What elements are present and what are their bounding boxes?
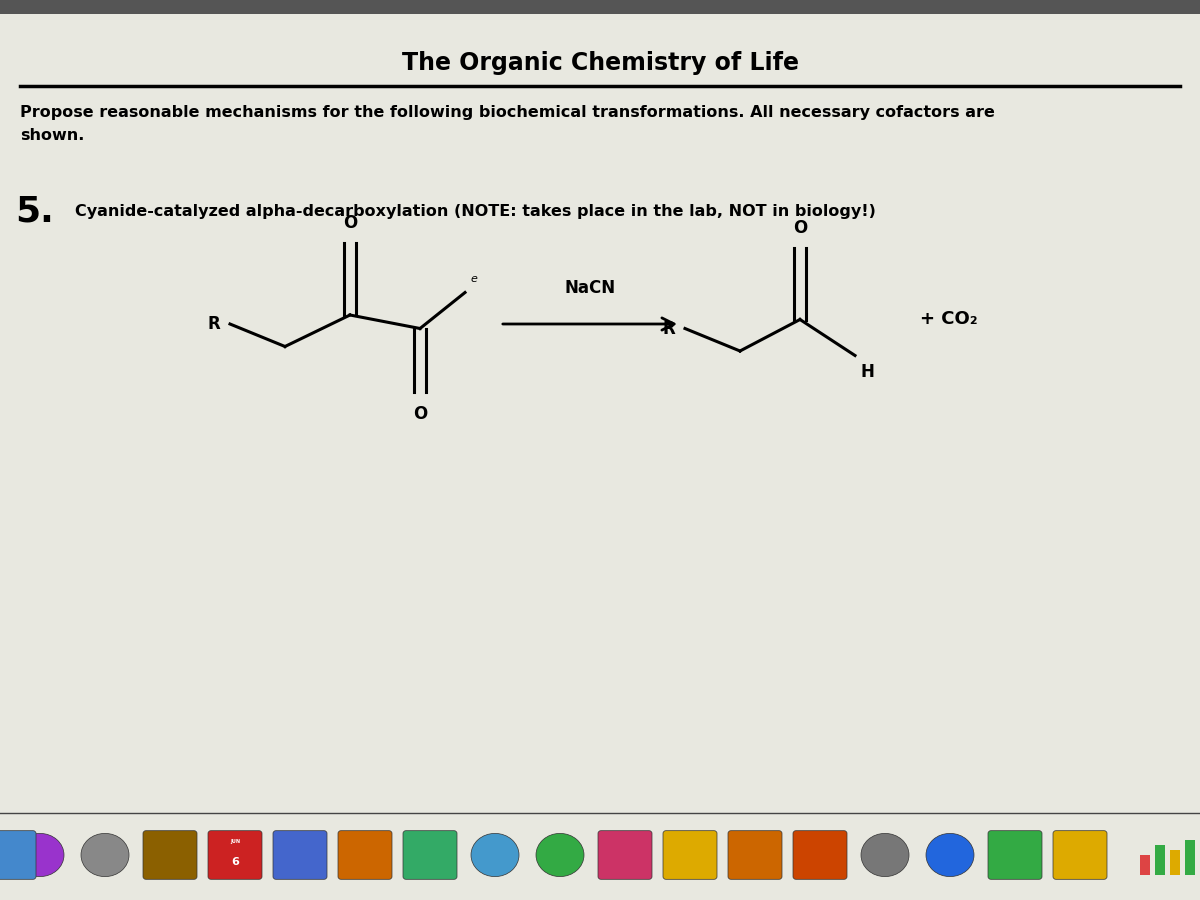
FancyBboxPatch shape — [793, 831, 847, 879]
Circle shape — [926, 833, 974, 877]
FancyBboxPatch shape — [338, 831, 392, 879]
Text: 6: 6 — [232, 857, 239, 868]
Text: Propose reasonable mechanisms for the following biochemical transformations. All: Propose reasonable mechanisms for the fo… — [20, 105, 995, 120]
Text: NaCN: NaCN — [564, 279, 616, 297]
Text: O: O — [793, 219, 808, 237]
Bar — [1140, 855, 1150, 875]
Circle shape — [16, 833, 64, 877]
Text: e: e — [470, 274, 476, 284]
FancyBboxPatch shape — [274, 831, 326, 879]
Bar — [1154, 845, 1165, 875]
Bar — [1186, 841, 1195, 875]
FancyBboxPatch shape — [988, 831, 1042, 879]
Text: O: O — [343, 214, 358, 232]
Text: The Organic Chemistry of Life: The Organic Chemistry of Life — [402, 51, 798, 75]
FancyBboxPatch shape — [662, 831, 718, 879]
Circle shape — [470, 833, 520, 877]
Text: + CO₂: + CO₂ — [920, 310, 978, 328]
Circle shape — [82, 833, 130, 877]
FancyBboxPatch shape — [403, 831, 457, 879]
Text: 5.: 5. — [14, 194, 54, 229]
FancyBboxPatch shape — [208, 831, 262, 879]
Text: H: H — [860, 363, 874, 381]
Text: R: R — [662, 320, 674, 338]
FancyBboxPatch shape — [0, 831, 36, 879]
Text: shown.: shown. — [20, 128, 84, 142]
Bar — [1170, 850, 1180, 875]
FancyBboxPatch shape — [143, 831, 197, 879]
Circle shape — [536, 833, 584, 877]
Text: O: O — [413, 405, 427, 423]
Text: R: R — [208, 315, 220, 333]
Circle shape — [862, 833, 910, 877]
FancyBboxPatch shape — [598, 831, 652, 879]
Bar — [0, 0, 1200, 14]
Text: JUN: JUN — [230, 839, 240, 844]
Text: Cyanide-catalyzed alpha-decarboxylation (NOTE: takes place in the lab, NOT in bi: Cyanide-catalyzed alpha-decarboxylation … — [74, 204, 876, 219]
FancyBboxPatch shape — [1054, 831, 1108, 879]
FancyBboxPatch shape — [728, 831, 782, 879]
